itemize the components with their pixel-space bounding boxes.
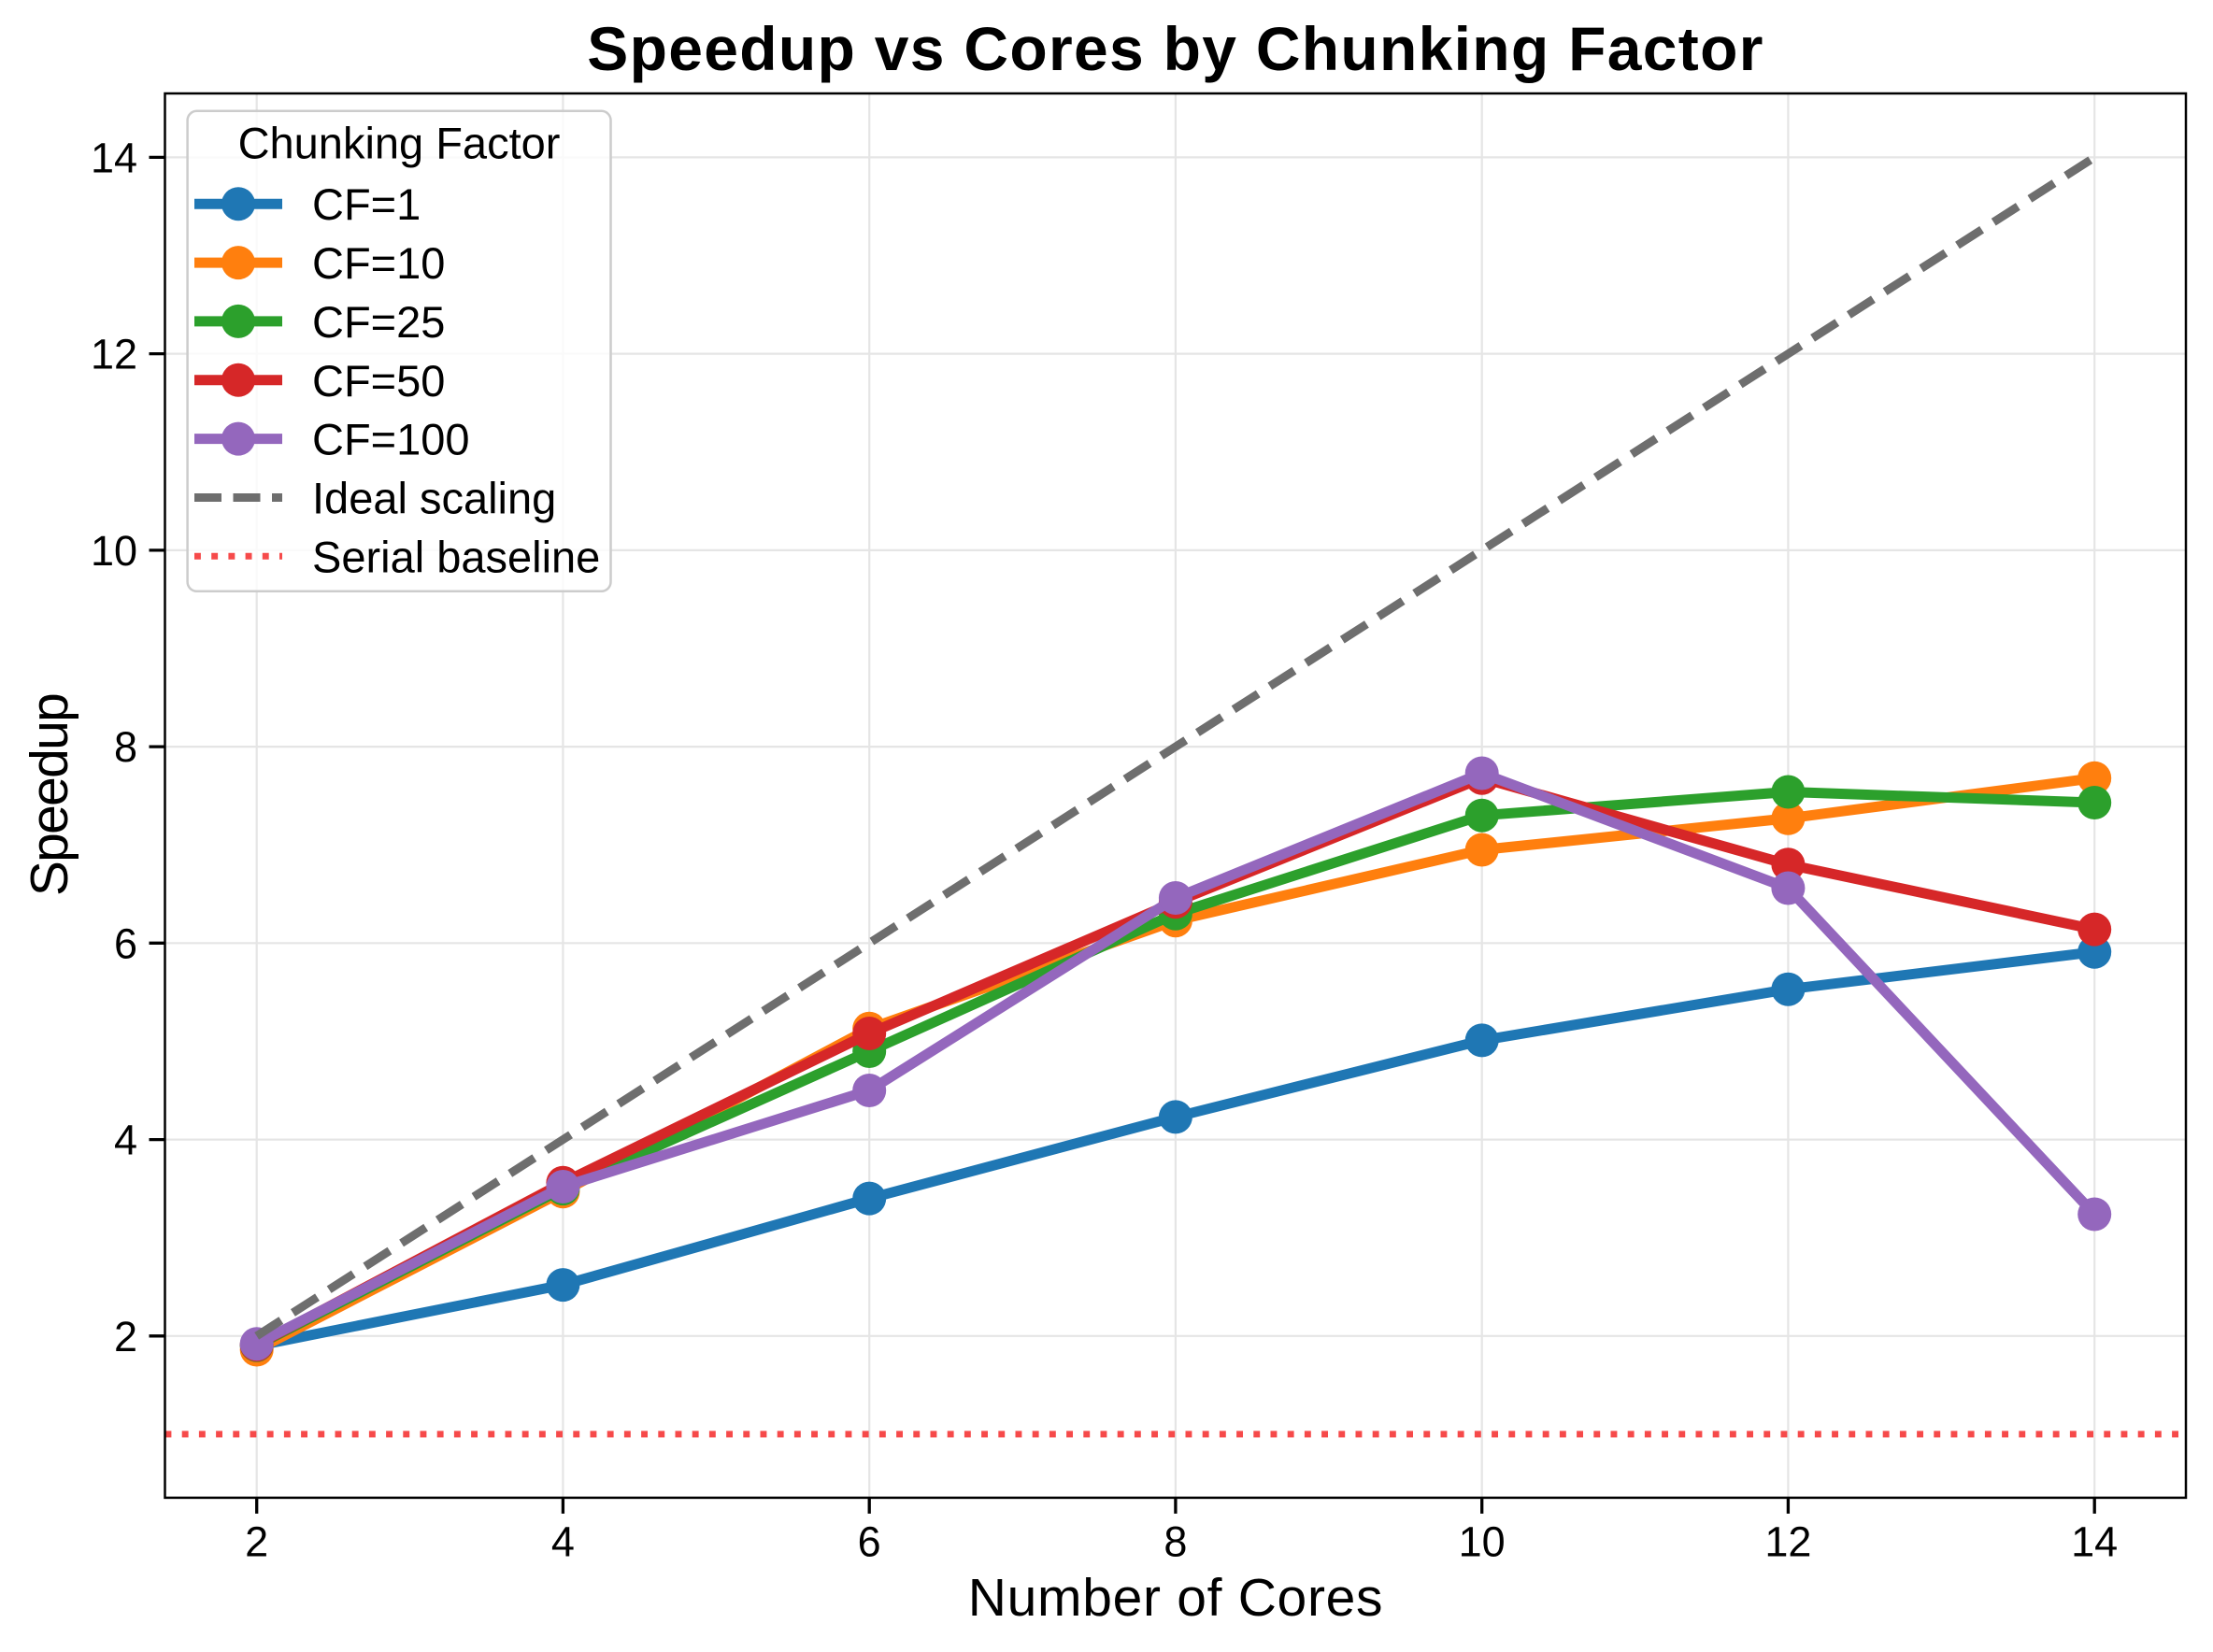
svg-text:12: 12 (91, 331, 137, 378)
svg-text:12: 12 (1764, 1518, 1811, 1566)
svg-text:14: 14 (91, 134, 137, 181)
svg-text:6: 6 (114, 919, 137, 967)
svg-text:Speedup vs Cores by Chunking F: Speedup vs Cores by Chunking Factor (587, 14, 1763, 83)
svg-text:Ideal scaling: Ideal scaling (312, 474, 556, 523)
svg-text:2: 2 (245, 1518, 268, 1566)
svg-text:Serial baseline: Serial baseline (312, 532, 600, 581)
svg-text:4: 4 (551, 1518, 575, 1566)
svg-text:14: 14 (2071, 1518, 2118, 1566)
svg-text:CF=10: CF=10 (312, 238, 445, 288)
svg-text:10: 10 (1459, 1518, 1506, 1566)
svg-text:Chunking Factor: Chunking Factor (238, 119, 561, 168)
svg-text:4: 4 (114, 1117, 137, 1164)
svg-text:6: 6 (858, 1518, 881, 1566)
svg-text:8: 8 (114, 723, 137, 771)
svg-text:CF=25: CF=25 (312, 297, 445, 347)
svg-text:2: 2 (114, 1313, 137, 1360)
svg-text:Number of Cores: Number of Cores (968, 1568, 1384, 1628)
svg-text:CF=1: CF=1 (312, 179, 421, 229)
svg-text:8: 8 (1164, 1518, 1187, 1566)
svg-text:10: 10 (91, 527, 137, 575)
svg-text:CF=50: CF=50 (312, 356, 445, 406)
svg-text:CF=100: CF=100 (312, 415, 470, 464)
svg-text:Speedup: Speedup (20, 694, 79, 896)
